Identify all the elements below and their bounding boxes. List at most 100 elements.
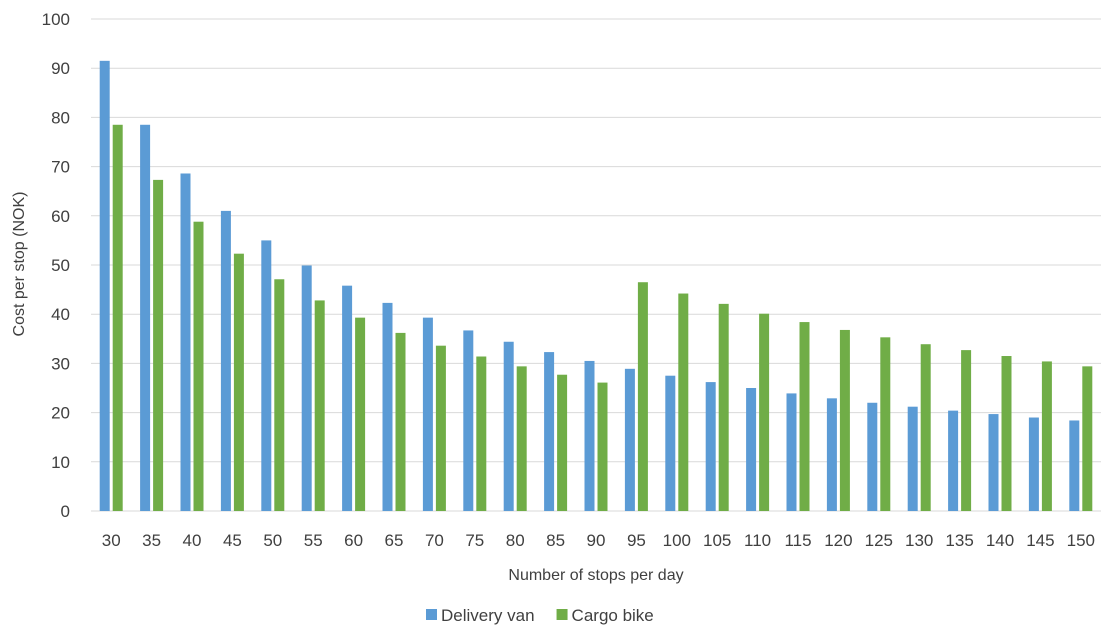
bar-delivery-van xyxy=(99,60,110,511)
bar-cargo-bike xyxy=(1082,366,1093,511)
bar-cargo-bike xyxy=(1041,361,1052,511)
y-tick-label: 10 xyxy=(51,453,70,472)
bar-cargo-bike xyxy=(435,345,446,511)
x-tick-label: 135 xyxy=(945,531,973,550)
bar-delivery-van xyxy=(826,398,837,511)
bar-delivery-van xyxy=(746,388,757,511)
bar-cargo-bike xyxy=(961,350,972,511)
bar-delivery-van xyxy=(422,317,433,511)
x-tick-label: 150 xyxy=(1067,531,1095,550)
x-tick-label: 140 xyxy=(986,531,1014,550)
x-tick-label: 130 xyxy=(905,531,933,550)
y-tick-labels: 0 10 20 30 40 50 60 70 80 90 100 xyxy=(42,10,70,521)
bar-delivery-van xyxy=(907,406,918,511)
x-tick-label: 60 xyxy=(344,531,363,550)
bar-cargo-bike xyxy=(557,374,568,511)
bar-cargo-bike xyxy=(274,279,285,511)
x-tick-label: 80 xyxy=(506,531,525,550)
legend-swatch xyxy=(426,609,437,620)
bar-delivery-van xyxy=(1069,420,1080,511)
bar-cargo-bike xyxy=(112,124,123,511)
bar-cargo-bike xyxy=(193,221,204,512)
bar-cargo-bike xyxy=(516,366,527,511)
x-tick-label: 145 xyxy=(1026,531,1054,550)
bar-delivery-van xyxy=(463,330,474,511)
bar-delivery-van xyxy=(584,360,595,511)
bar-delivery-van xyxy=(988,414,999,511)
bar-delivery-van xyxy=(867,402,878,511)
gridlines xyxy=(91,18,1101,512)
bar-cargo-bike xyxy=(395,332,406,511)
bar-delivery-van xyxy=(624,368,635,511)
x-tick-label: 105 xyxy=(703,531,731,550)
legend: Delivery van Cargo bike xyxy=(426,606,654,625)
x-tick-label: 75 xyxy=(465,531,484,550)
y-tick-label: 40 xyxy=(51,305,70,324)
bar-cargo-bike xyxy=(153,179,164,511)
x-tick-label: 90 xyxy=(587,531,606,550)
x-tick-label: 120 xyxy=(824,531,852,550)
y-tick-label: 60 xyxy=(51,207,70,226)
bar-cargo-bike xyxy=(314,300,325,511)
bar-delivery-van xyxy=(261,240,272,511)
legend-label: Delivery van xyxy=(441,606,535,625)
x-tick-label: 45 xyxy=(223,531,242,550)
bar-cargo-bike xyxy=(637,282,648,511)
legend-item-delivery-van: Delivery van xyxy=(426,606,535,625)
bar-delivery-van xyxy=(220,210,231,511)
x-tick-label: 95 xyxy=(627,531,646,550)
bar-delivery-van xyxy=(1028,417,1039,511)
bar-cargo-bike xyxy=(718,303,729,511)
bar-cargo-bike xyxy=(1001,356,1012,511)
y-tick-label: 90 xyxy=(51,59,70,78)
x-tick-label: 40 xyxy=(183,531,202,550)
x-tick-label: 50 xyxy=(263,531,282,550)
bars xyxy=(99,60,1093,512)
bar-delivery-van xyxy=(342,285,353,511)
bar-cargo-bike xyxy=(233,253,244,511)
bar-cargo-bike xyxy=(355,317,366,511)
bar-delivery-van xyxy=(503,341,514,511)
x-tick-label: 110 xyxy=(744,531,771,550)
bar-cargo-bike xyxy=(839,329,850,511)
y-axis-title: Cost per stop (NOK) xyxy=(11,192,28,337)
bar-cargo-bike xyxy=(597,382,608,511)
legend-item-cargo-bike: Cargo bike xyxy=(556,606,654,625)
bar-cargo-bike xyxy=(880,337,891,511)
bar-delivery-van xyxy=(665,375,676,511)
bar-delivery-van xyxy=(140,124,151,511)
x-axis-title: Number of stops per day xyxy=(508,567,683,584)
bar-cargo-bike xyxy=(759,313,770,511)
bar-cargo-bike xyxy=(476,356,487,511)
bar-delivery-van xyxy=(705,382,716,511)
y-tick-label: 100 xyxy=(42,10,70,29)
x-tick-label: 125 xyxy=(865,531,893,550)
bar-delivery-van xyxy=(301,265,312,511)
x-tick-label: 30 xyxy=(102,531,121,550)
legend-label: Cargo bike xyxy=(572,606,654,625)
x-tick-label: 65 xyxy=(385,531,404,550)
x-tick-label: 85 xyxy=(546,531,565,550)
x-tick-label: 115 xyxy=(784,531,811,550)
legend-swatch xyxy=(556,609,568,620)
x-tick-label: 55 xyxy=(304,531,323,550)
bar-delivery-van xyxy=(180,173,191,511)
bar-delivery-van xyxy=(382,302,393,511)
x-tick-label: 100 xyxy=(663,531,691,550)
x-tick-label: 35 xyxy=(142,531,161,550)
bar-delivery-van xyxy=(786,393,797,511)
bar-cargo-bike xyxy=(920,344,931,511)
y-tick-label: 30 xyxy=(51,354,70,373)
y-tick-label: 20 xyxy=(51,404,70,423)
y-tick-label: 70 xyxy=(51,158,70,177)
bar-cargo-bike xyxy=(678,293,689,511)
bar-delivery-van xyxy=(544,352,555,511)
y-tick-label: 50 xyxy=(51,256,70,275)
x-tick-label: 70 xyxy=(425,531,444,550)
y-tick-label: 0 xyxy=(61,502,70,521)
bar-cargo-bike xyxy=(799,322,810,511)
bar-delivery-van xyxy=(948,410,959,511)
y-tick-label: 80 xyxy=(51,108,70,127)
